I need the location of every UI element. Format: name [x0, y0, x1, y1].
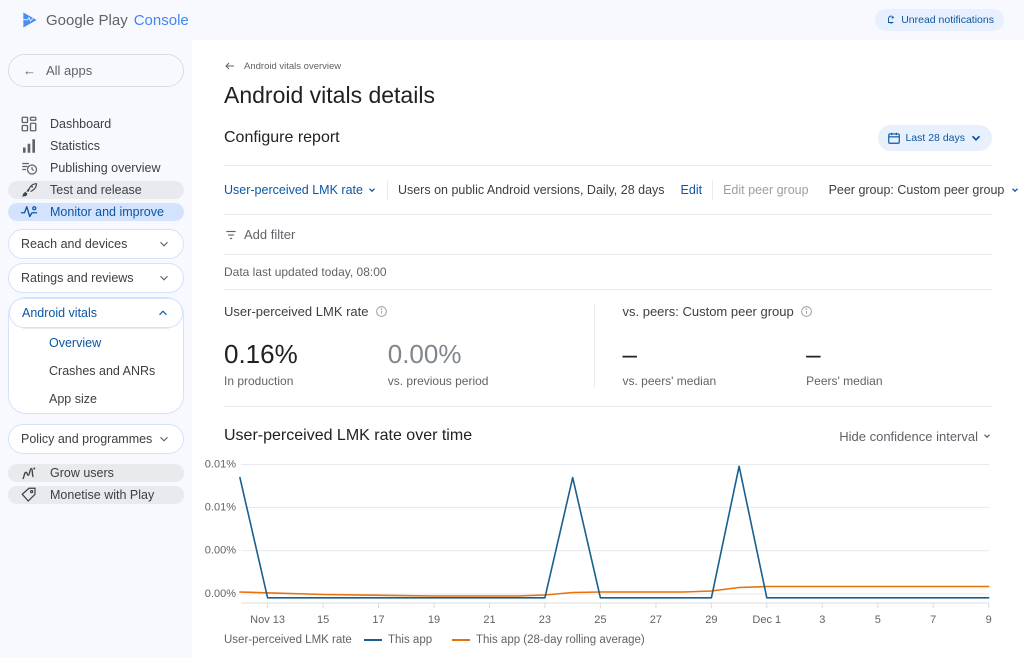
svg-text:Nov 13: Nov 13: [250, 614, 285, 626]
svg-text:19: 19: [428, 614, 440, 626]
svg-text:25: 25: [594, 614, 606, 626]
svg-text:23: 23: [539, 614, 551, 626]
svg-text:27: 27: [650, 614, 662, 626]
svg-text:0.00%: 0.00%: [205, 545, 236, 557]
svg-text:21: 21: [483, 614, 495, 626]
svg-text:This app: This app: [388, 634, 432, 646]
svg-text:0.01%: 0.01%: [205, 501, 236, 513]
svg-text:Dec 1: Dec 1: [752, 614, 781, 626]
svg-text:29: 29: [705, 614, 717, 626]
svg-text:0.01%: 0.01%: [205, 459, 236, 471]
svg-text:9: 9: [986, 614, 992, 626]
svg-text:0.00%: 0.00%: [205, 588, 236, 600]
svg-text:3: 3: [819, 614, 825, 626]
svg-text:This app (28-day rolling avera: This app (28-day rolling average): [476, 634, 645, 646]
svg-text:User-perceived LMK rate: User-perceived LMK rate: [224, 634, 352, 646]
svg-text:15: 15: [317, 614, 329, 626]
svg-text:7: 7: [930, 614, 936, 626]
svg-text:17: 17: [372, 614, 384, 626]
svg-text:5: 5: [875, 614, 881, 626]
